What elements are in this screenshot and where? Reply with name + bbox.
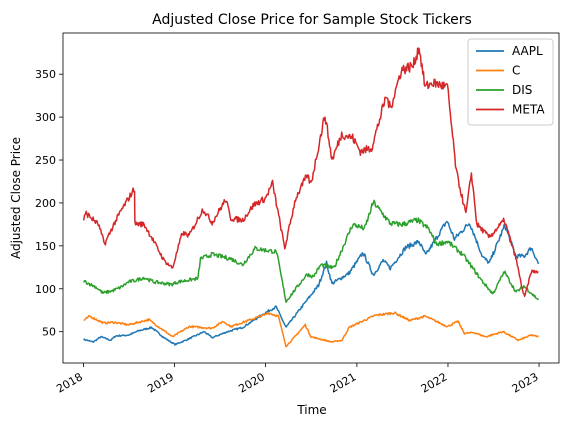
legend-label-c: C [512,64,520,78]
x-tick-label-2022: 2022 [419,370,450,395]
legend: AAPL C DIS META [468,39,553,125]
legend-label-aapl: AAPL [512,44,543,58]
legend-label-dis: DIS [512,83,532,97]
y-tick-label-150: 150 [35,240,56,253]
series-line-dis [84,200,539,302]
y-tick-label-200: 200 [35,197,56,210]
x-axis-label: Time [296,403,326,417]
y-tick-label-100: 100 [35,283,56,296]
y-axis: 50 100 150 200 250 300 350 [35,68,63,338]
y-tick-label-350: 350 [35,68,56,81]
x-tick-label-2019: 2019 [145,370,176,395]
x-tick-label-2023: 2023 [510,370,541,395]
y-tick-label-50: 50 [42,326,56,339]
y-tick-label-250: 250 [35,154,56,167]
chart-title: Adjusted Close Price for Sample Stock Ti… [152,12,472,28]
x-axis: 2018 2019 2020 2021 2022 2023 [54,363,540,396]
x-tick-label-2021: 2021 [328,370,359,395]
x-tick-label-2018: 2018 [54,370,85,395]
x-tick-label-2020: 2020 [236,370,267,395]
y-tick-label-300: 300 [35,111,56,124]
y-axis-label: Adjusted Close Price [9,137,23,259]
series-line-c [84,312,539,347]
legend-label-meta: META [512,103,545,117]
